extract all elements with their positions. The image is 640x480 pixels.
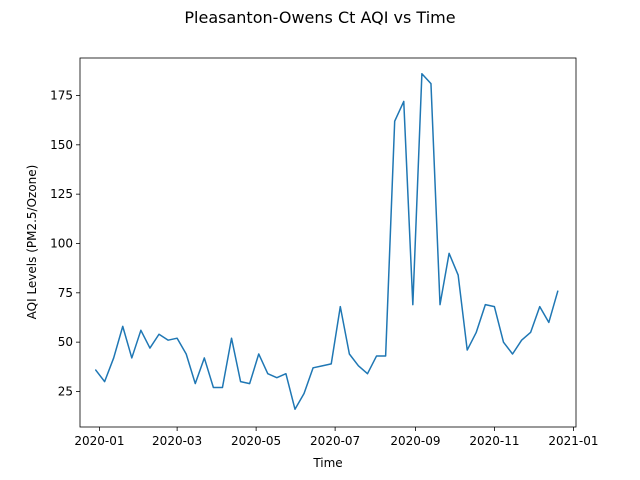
plot-frame (79, 57, 577, 428)
data-point (394, 120, 396, 122)
x-axis-title: Time (312, 456, 342, 470)
aqi-series-line (94, 73, 559, 410)
data-point (367, 373, 368, 375)
data-point (312, 367, 314, 369)
data-point (258, 353, 260, 355)
data-point (475, 331, 477, 333)
data-point (176, 337, 178, 339)
x-tick-label: 2020-03 (152, 434, 202, 448)
data-point (321, 365, 323, 367)
data-point (403, 100, 405, 102)
data-point (512, 353, 514, 355)
x-tick-label: 2021-01 (548, 434, 598, 448)
data-point (185, 353, 187, 355)
data-point (548, 321, 550, 323)
data-point (212, 387, 214, 389)
data-point (231, 337, 233, 339)
y-tick-label: 100 (50, 236, 73, 250)
data-point (122, 325, 124, 327)
chart-title: Pleasanton-Owens Ct AQI vs Time (184, 8, 455, 27)
data-point (430, 83, 432, 85)
data-point (104, 381, 106, 383)
data-point (285, 373, 287, 375)
data-point (557, 290, 559, 292)
data-point (376, 355, 378, 357)
y-tick-label: 75 (58, 286, 73, 300)
data-point (357, 365, 359, 367)
x-tick-label: 2020-01 (74, 434, 124, 448)
data-point (448, 252, 450, 254)
data-point (439, 304, 441, 306)
data-point (113, 357, 115, 359)
data-point (330, 363, 332, 365)
y-axis: 25 50 75 100 125 150 175 (50, 88, 80, 398)
x-axis: 2020-01 2020-03 2020-05 2020-07 2020-09 2020-… (74, 427, 598, 448)
data-point (276, 377, 278, 379)
data-point (95, 369, 97, 371)
data-point (158, 333, 160, 335)
data-point (385, 355, 387, 357)
data-point (539, 306, 541, 308)
data-point (267, 373, 269, 375)
data-point (421, 73, 423, 75)
x-tick-label: 2020-07 (310, 434, 360, 448)
data-point (484, 304, 486, 306)
data-point (348, 353, 350, 355)
plot-content (94, 73, 559, 410)
data-point (502, 341, 504, 343)
y-tick-label: 25 (58, 384, 73, 398)
data-point (466, 349, 468, 351)
data-point (339, 306, 341, 308)
data-point (131, 357, 133, 359)
data-point (167, 339, 169, 341)
data-point (249, 383, 251, 385)
data-point (412, 304, 414, 306)
data-point (140, 329, 142, 331)
x-tick-label: 2020-05 (231, 434, 281, 448)
y-tick-label: 175 (50, 88, 73, 102)
y-tick-label: 125 (50, 187, 73, 201)
data-point (521, 339, 523, 341)
y-tick-label: 50 (58, 335, 73, 349)
data-point (203, 357, 205, 359)
x-tick-label: 2020-09 (390, 434, 440, 448)
data-point (294, 408, 296, 410)
data-point (530, 331, 532, 333)
data-point (493, 306, 495, 308)
data-point (149, 347, 151, 349)
y-tick-label: 150 (50, 138, 73, 152)
x-tick-label: 2020-11 (469, 434, 519, 448)
y-axis-title: AQI Levels (PM2.5/Ozone) (25, 165, 39, 320)
data-point (221, 387, 223, 389)
data-point (457, 274, 459, 276)
data-point (240, 381, 242, 383)
data-point (194, 383, 196, 385)
data-point (303, 392, 305, 394)
